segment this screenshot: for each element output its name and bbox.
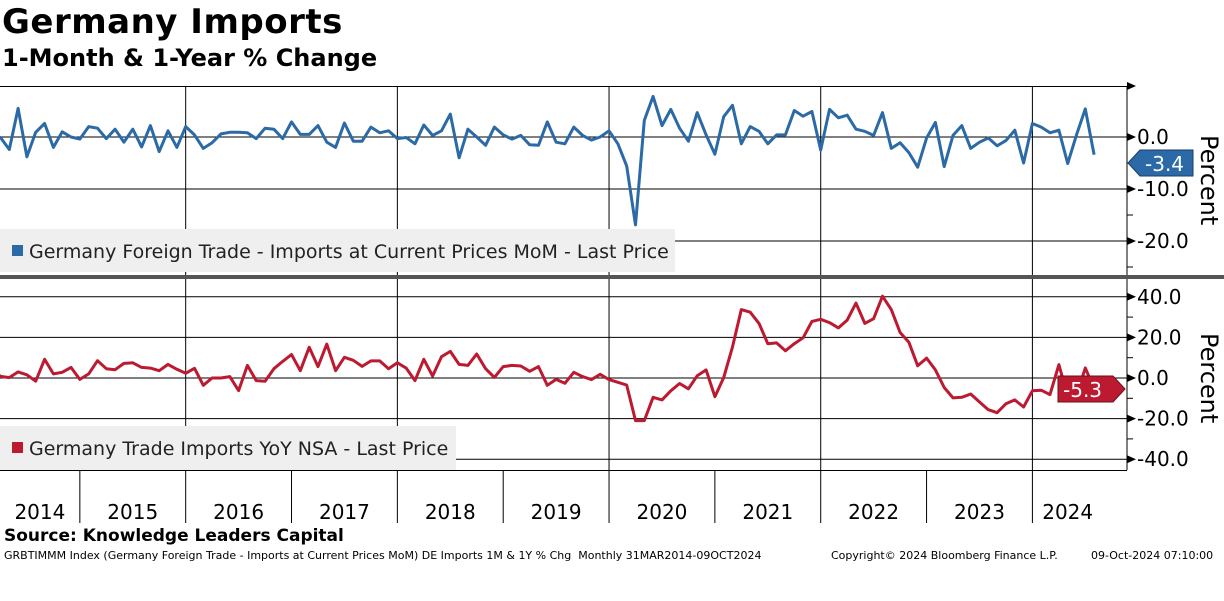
footer-copyright: Copyright© 2024 Bloomberg Finance L.P. bbox=[831, 549, 1058, 562]
last-value-tag-yoy: -5.3 bbox=[1057, 375, 1126, 403]
x-tick-label-2023: 2023 bbox=[954, 500, 1005, 524]
series-line-yoy bbox=[0, 294, 1096, 423]
x-tick-label-2020: 2020 bbox=[637, 500, 688, 524]
x-tick-label-2016: 2016 bbox=[213, 500, 264, 524]
y-tick-label: 40.0 bbox=[1137, 285, 1182, 309]
series-line-mom bbox=[0, 94, 1096, 227]
y-tick-label: -40.0 bbox=[1137, 447, 1189, 471]
y-tick-arrow bbox=[1127, 414, 1136, 423]
y-tick-label: -20.0 bbox=[1137, 407, 1189, 431]
legend-label-yoy: Germany Trade Imports YoY NSA - Last Pri… bbox=[29, 438, 448, 460]
y-tick-arrow bbox=[1127, 333, 1136, 342]
x-tick-label-2017: 2017 bbox=[319, 500, 370, 524]
x-tick-label-2024: 2024 bbox=[1042, 500, 1093, 524]
legend-swatch-mom bbox=[12, 245, 23, 256]
source-note: Source: Knowledge Leaders Capital bbox=[4, 526, 344, 546]
last-value-mom: -3.4 bbox=[1145, 152, 1184, 176]
y-tick-label: -20.0 bbox=[1137, 229, 1189, 253]
x-tick-label-2019: 2019 bbox=[531, 500, 582, 524]
x-tick-label-2022: 2022 bbox=[848, 500, 899, 524]
x-tick-label-2014: 2014 bbox=[14, 500, 65, 524]
y-tick-label: -10.0 bbox=[1137, 177, 1189, 201]
axes: 0.0 -10.0 -20.0 40.0 20.0 0.0 -20.0 -40.0 2014 20… bbox=[0, 82, 1224, 524]
chart-title: Germany Imports bbox=[2, 2, 343, 42]
y-axis-label-top: Percent bbox=[1195, 135, 1223, 225]
last-value-yoy: -5.3 bbox=[1063, 378, 1102, 402]
footer-timestamp: 09-Oct-2024 07:10:00 bbox=[1091, 549, 1214, 562]
y-tick-arrow bbox=[1127, 292, 1136, 301]
last-value-tag-mom: -3.4 bbox=[1127, 149, 1194, 177]
y-tick-arrow bbox=[1127, 237, 1136, 245]
legend-label-mom: Germany Foreign Trade - Imports at Curre… bbox=[29, 241, 669, 263]
chart: Germany Foreign Trade - Imports at Curre… bbox=[0, 82, 1224, 524]
y-tick-arrow bbox=[1127, 374, 1136, 382]
y-tick-label: 0.0 bbox=[1137, 366, 1169, 390]
x-tick-label-2018: 2018 bbox=[425, 500, 476, 524]
x-tick-label-2015: 2015 bbox=[107, 500, 158, 524]
y-tick-label: 0.0 bbox=[1137, 125, 1169, 149]
chart-subtitle: 1-Month & 1-Year % Change bbox=[2, 44, 378, 72]
legend-top: Germany Foreign Trade - Imports at Curre… bbox=[0, 229, 675, 272]
y-tick-arrow bbox=[1127, 455, 1136, 464]
legend-swatch-yoy bbox=[12, 442, 23, 453]
y-tick-label: 20.0 bbox=[1137, 325, 1182, 349]
footer-description: GRBTIMMM Index (Germany Foreign Trade - … bbox=[4, 549, 762, 562]
y-tick-arrow bbox=[1127, 185, 1136, 193]
y-axis-label-bottom: Percent bbox=[1195, 333, 1223, 423]
footer: GRBTIMMM Index (Germany Foreign Trade - … bbox=[4, 549, 1224, 601]
y-tick-arrow bbox=[1127, 133, 1136, 141]
legend-bottom: Germany Trade Imports YoY NSA - Last Pri… bbox=[0, 426, 456, 470]
x-tick-label-2021: 2021 bbox=[742, 500, 793, 524]
y-tick-arrow bbox=[1127, 82, 1136, 90]
series-lines bbox=[0, 94, 1096, 423]
panel-separator bbox=[0, 275, 1224, 279]
